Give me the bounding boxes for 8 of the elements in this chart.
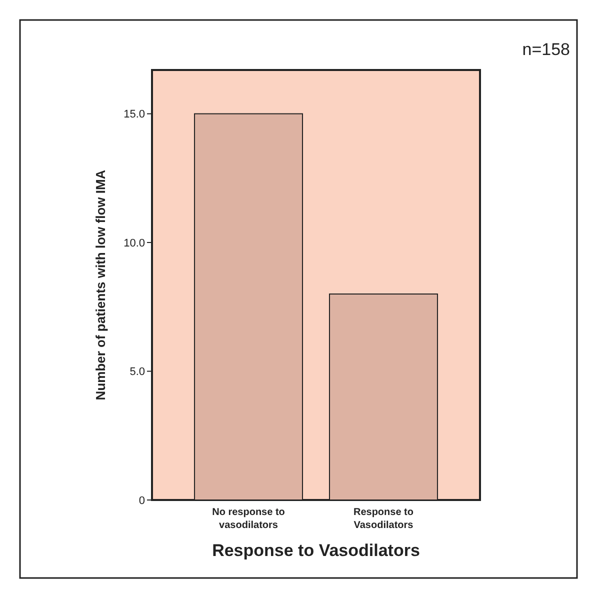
- y-tick-label: 15.0: [124, 108, 145, 121]
- y-tick-label: 0: [138, 494, 145, 507]
- y-tick-label: 5.0: [130, 366, 145, 378]
- x-tick-label: No response to vasodilators: [212, 507, 285, 531]
- y-tick-label: 10.0: [124, 237, 145, 250]
- x-axis-title: Response to Vasodilators: [212, 541, 420, 560]
- y-axis-title: Number of patients with low flow IMA: [93, 169, 108, 400]
- text: n=158: [522, 40, 570, 59]
